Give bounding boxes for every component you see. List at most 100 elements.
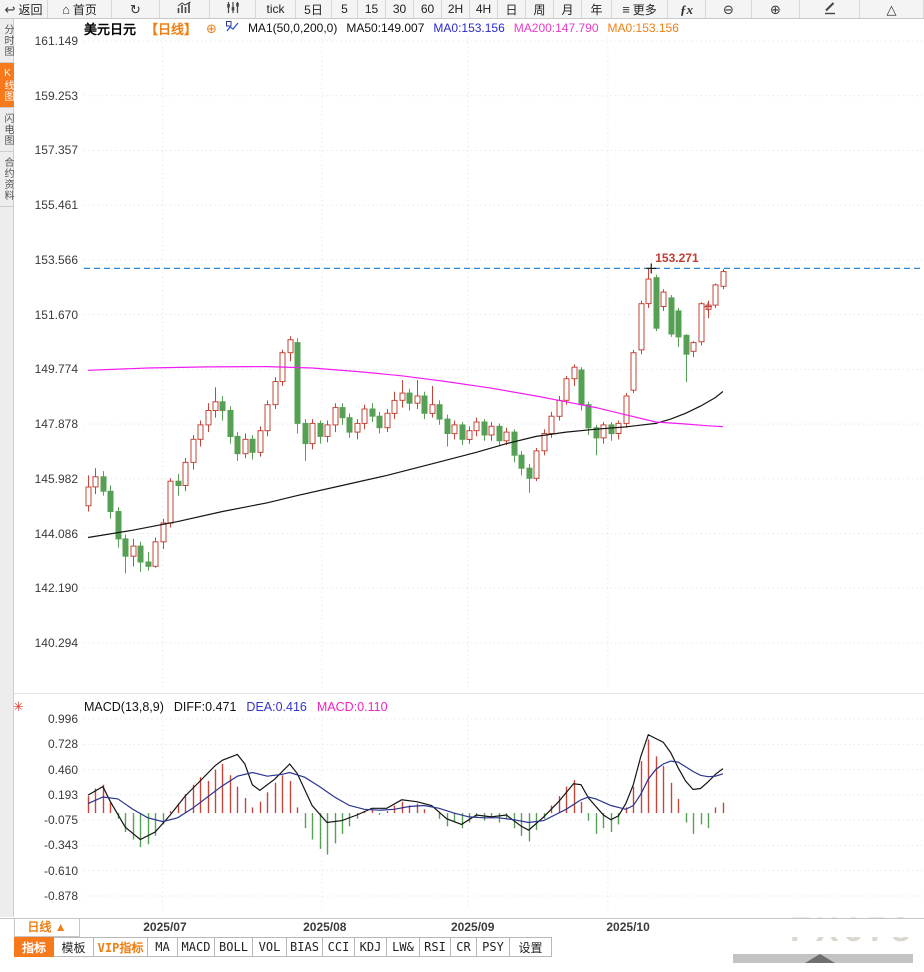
month-label-2025/10: 2025/10: [606, 920, 650, 934]
tab-指标[interactable]: 指标: [14, 937, 54, 957]
tab-BIAS[interactable]: BIAS: [287, 937, 323, 957]
toolbar-min30-label: 30: [392, 2, 407, 16]
toolbar-zoom-in-button[interactable]: ⊕: [752, 0, 800, 18]
tab-模板[interactable]: 模板: [54, 937, 94, 957]
toolbar-shape-triangle-button[interactable]: △: [860, 0, 924, 18]
toolbar-refresh-button[interactable]: ↻: [112, 0, 160, 18]
price-axis-label: 153.566: [34, 252, 78, 267]
toolbar-min60-button[interactable]: 60: [414, 0, 442, 18]
shape-triangle-icon: △: [886, 1, 897, 17]
toolbar-month-button[interactable]: 月: [554, 0, 582, 18]
home-icon: ⌂: [62, 1, 70, 17]
macd-axis-label: 0.460: [47, 762, 78, 777]
tab-BOLL[interactable]: BOLL: [215, 937, 253, 957]
draw-pencil-icon: [823, 1, 837, 18]
chart-type-icon: [177, 1, 192, 17]
toolbar-5d-label: 5日: [304, 2, 323, 17]
price-axis-label: 142.190: [34, 581, 78, 596]
toolbar-back-button[interactable]: ↩ 返回: [0, 0, 48, 18]
toolbar-week-button[interactable]: 周: [526, 0, 554, 18]
period-selector[interactable]: 日线 ▲: [14, 918, 80, 937]
toolbar-h2-button[interactable]: 2H: [442, 0, 470, 18]
toolbar-indicator-sliders-button[interactable]: [210, 0, 256, 18]
toolbar-zoom-out-button[interactable]: ⊖: [706, 0, 752, 18]
price-annotation: 153.271: [655, 251, 699, 266]
tab-MACD[interactable]: MACD: [178, 937, 215, 957]
tab-RSI[interactable]: RSI: [420, 937, 451, 957]
toolbar-min30-button[interactable]: 30: [386, 0, 414, 18]
ma50-value: MA50:149.007: [346, 21, 425, 35]
expand-panel-icon[interactable]: [805, 954, 835, 963]
price-axis-label: 145.982: [34, 471, 78, 486]
zoom-in-icon: ⊕: [770, 1, 781, 17]
indicator-sliders-icon: [226, 1, 240, 17]
toolbar: ↩ 返回 ⌂ 首页 ↻ tick 5日 5 15 30 60 2H 4H 日周月年 ≡ 更多 ƒx ⊖ ⊕ △: [0, 0, 924, 19]
tab-LW&[interactable]: LW&: [387, 937, 420, 957]
macd-axis-label: 0.193: [47, 787, 78, 802]
tab-CR[interactable]: CR: [451, 937, 477, 957]
line-chart-icon[interactable]: [225, 20, 239, 36]
sidebar-item-K线图[interactable]: K线图: [0, 63, 14, 108]
toolbar-formula-button[interactable]: ƒx: [668, 0, 706, 18]
tab-设置[interactable]: 设置: [510, 937, 552, 957]
toolbar-more-button[interactable]: ≡ 更多: [612, 0, 668, 18]
macd-diff-value: DIFF:0.471: [173, 699, 237, 714]
toolbar-5d-button[interactable]: 5日: [296, 0, 332, 18]
macd-axis-label: 0.996: [47, 712, 78, 726]
toolbar-min60-label: 60: [420, 2, 435, 16]
price-axis-label: 161.149: [34, 34, 78, 48]
price-axis-label: 159.253: [34, 88, 78, 103]
tab-MA[interactable]: MA: [148, 937, 178, 957]
macd-axis-label: 0.728: [47, 737, 78, 752]
tab-VIP指标[interactable]: VIP指标: [94, 937, 148, 957]
toolbar-tick-label: tick: [266, 2, 285, 16]
toolbar-chart-type-button[interactable]: [160, 0, 210, 18]
toolbar-home-button[interactable]: ⌂ 首页: [48, 0, 112, 18]
indicator-tab-bar: 指标 模板 VIP指标 MA MACD BOLL VOL BIAS CCI KDJ LW& RSI CR…: [14, 937, 552, 957]
month-label-2025/09: 2025/09: [451, 920, 495, 934]
refresh-icon: ↻: [130, 1, 141, 17]
toolbar-h4-button[interactable]: 4H: [470, 0, 498, 18]
month-label-2025/08: 2025/08: [303, 920, 347, 934]
sidebar-item-分时图[interactable]: 分时图: [0, 19, 14, 63]
macd-axis-label: -0.610: [43, 863, 78, 878]
tab-PSY[interactable]: PSY: [477, 937, 510, 957]
sidebar-item-合约资料[interactable]: 合约资料: [0, 152, 14, 207]
toolbar-day-button[interactable]: 日: [498, 0, 526, 18]
chart-header: 美元日元 【日线】 ⊕ MA1(50,0,200,0) MA50:149.007…: [84, 20, 679, 37]
toolbar-min15-button[interactable]: 15: [358, 0, 386, 18]
toolbar-more-label: 更多: [632, 2, 657, 17]
tab-VOL[interactable]: VOL: [253, 937, 287, 957]
add-indicator-icon[interactable]: ⊕: [206, 20, 217, 36]
toolbar-day-label: 日: [505, 2, 518, 17]
scroll-handle[interactable]: [733, 954, 913, 963]
toolbar-min5-button[interactable]: 5: [332, 0, 358, 18]
ma0-value-orange: MA0:153.156: [607, 21, 679, 35]
toolbar-tick-button[interactable]: tick: [256, 0, 296, 18]
sidebar-item-闪电图[interactable]: 闪电图: [0, 108, 14, 152]
macd-title: MACD(13,8,9): [84, 699, 164, 714]
ma0-value-blue: MA0:153.156: [433, 21, 505, 35]
toolbar-back-label: 返回: [18, 2, 43, 17]
pane-divider: [0, 693, 924, 694]
toolbar-year-button[interactable]: 年: [582, 0, 612, 18]
toolbar-min15-label: 15: [364, 2, 379, 16]
indicator-settings-icon[interactable]: ✳: [13, 699, 24, 714]
toolbar-draw-pencil-button[interactable]: [800, 0, 860, 18]
toolbar-h4-label: 4H: [475, 2, 492, 16]
toolbar-month-label: 月: [561, 2, 574, 17]
formula-icon: ƒx: [680, 1, 693, 17]
back-icon: ↩: [4, 1, 16, 17]
tab-KDJ[interactable]: KDJ: [355, 937, 387, 957]
macd-value: MACD:0.110: [316, 699, 388, 714]
ma200-value: MA200:147.790: [513, 21, 599, 35]
toolbar-home-label: 首页: [72, 2, 97, 17]
date-row: [0, 918, 924, 937]
tab-CCI[interactable]: CCI: [323, 937, 355, 957]
price-axis-label: 147.878: [34, 417, 78, 432]
price-axis-label: 149.774: [34, 362, 78, 377]
sidebar: 分时图 K线图 闪电图 合约资料: [0, 19, 14, 917]
period-tag[interactable]: 【日线】: [145, 21, 198, 37]
